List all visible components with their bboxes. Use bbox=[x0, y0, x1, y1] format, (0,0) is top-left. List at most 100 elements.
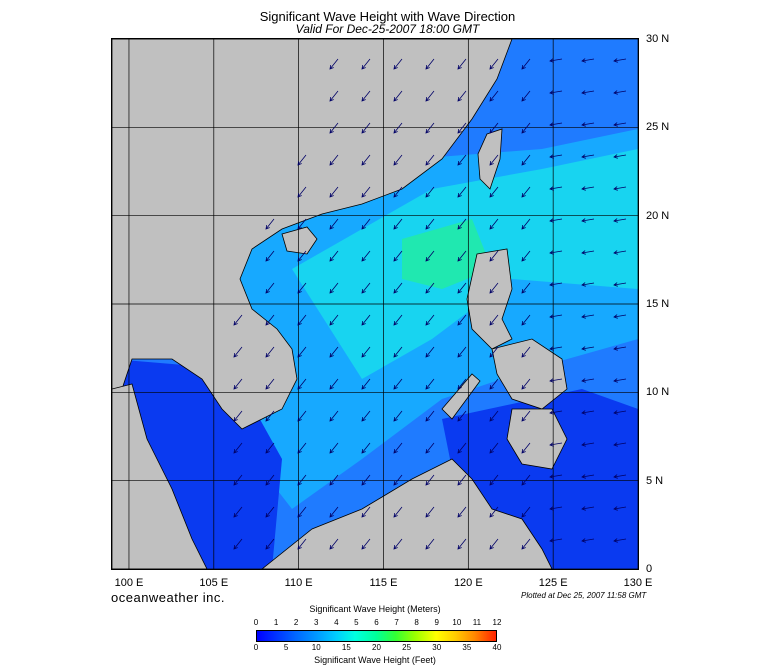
wave-direction-arrow bbox=[425, 346, 435, 358]
wave-direction-arrow bbox=[581, 410, 595, 415]
longitude-label: 120 E bbox=[453, 577, 483, 589]
wave-direction-arrow bbox=[489, 474, 499, 486]
wave-direction-arrow bbox=[361, 218, 371, 230]
wave-direction-arrow bbox=[549, 90, 563, 95]
legend-meters-tick: 3 bbox=[314, 618, 319, 627]
wave-direction-arrow bbox=[581, 58, 595, 63]
wave-direction-arrow bbox=[613, 186, 627, 191]
wave-direction-arrows bbox=[233, 58, 627, 550]
legend-feet-tick: 10 bbox=[311, 643, 321, 652]
latitude-label: 25 N bbox=[646, 121, 670, 134]
wave-direction-arrow bbox=[581, 474, 595, 479]
wave-direction-arrow bbox=[297, 378, 307, 390]
longitude-label: 115 E bbox=[369, 577, 398, 589]
wave-direction-arrow bbox=[489, 122, 499, 134]
wave-zone-peak bbox=[402, 219, 492, 289]
longitude-label: 100 E bbox=[114, 577, 144, 589]
wave-direction-arrow bbox=[549, 154, 563, 159]
wave-direction-arrow bbox=[549, 122, 563, 127]
wave-direction-arrow bbox=[425, 442, 435, 454]
wave-direction-arrow bbox=[521, 90, 531, 102]
wave-direction-arrow bbox=[393, 218, 403, 230]
legend-meters-tick: 4 bbox=[334, 618, 339, 627]
wave-direction-arrow bbox=[489, 250, 499, 262]
wave-direction-arrow bbox=[581, 282, 595, 287]
wave-direction-arrow bbox=[489, 314, 499, 326]
wave-direction-arrow bbox=[489, 186, 499, 198]
wave-direction-arrow bbox=[329, 186, 339, 198]
wave-direction-arrow bbox=[393, 538, 403, 550]
wave-direction-arrow bbox=[393, 378, 403, 390]
wave-height-map bbox=[111, 38, 639, 570]
wave-direction-arrow bbox=[457, 474, 467, 486]
wave-direction-arrow bbox=[393, 122, 403, 134]
longitude-label: 110 E bbox=[284, 577, 313, 589]
wave-direction-arrow bbox=[297, 218, 307, 230]
wave-direction-arrow bbox=[549, 442, 563, 447]
wave-direction-arrow bbox=[581, 122, 595, 127]
wave-direction-arrow bbox=[265, 410, 275, 422]
wave-direction-arrow bbox=[521, 282, 531, 294]
wave-direction-arrow bbox=[581, 378, 595, 383]
longitude-label: 125 E bbox=[538, 577, 568, 589]
wave-direction-arrow bbox=[457, 410, 467, 422]
wave-direction-arrow bbox=[297, 346, 307, 358]
wave-direction-arrow bbox=[425, 378, 435, 390]
wave-direction-arrow bbox=[329, 58, 339, 70]
land-hainan bbox=[281, 226, 318, 255]
wave-direction-arrow bbox=[393, 314, 403, 326]
legend-meters-title: Significant Wave Height (Meters) bbox=[309, 604, 441, 614]
wave-direction-arrow bbox=[613, 442, 627, 447]
latitude-label: 5 N bbox=[646, 474, 664, 487]
wave-direction-arrow bbox=[297, 506, 307, 518]
wave-direction-arrow bbox=[457, 122, 467, 134]
wave-direction-arrow bbox=[613, 506, 627, 511]
wave-direction-arrow bbox=[393, 282, 403, 294]
wave-direction-arrow bbox=[457, 442, 467, 454]
wave-direction-arrow bbox=[457, 90, 467, 102]
wave-direction-arrow bbox=[265, 282, 275, 294]
wave-direction-arrow bbox=[297, 538, 307, 550]
wave-direction-arrow bbox=[521, 410, 531, 422]
wave-direction-arrow bbox=[297, 250, 307, 262]
wave-direction-arrow bbox=[233, 410, 243, 422]
latitude-label: 0 bbox=[646, 563, 653, 575]
wave-direction-arrow bbox=[489, 90, 499, 102]
wave-direction-arrow bbox=[265, 346, 275, 358]
wave-direction-arrow bbox=[265, 314, 275, 326]
wave-direction-arrow bbox=[297, 410, 307, 422]
wave-direction-arrow bbox=[393, 154, 403, 166]
wave-direction-arrow bbox=[361, 186, 371, 198]
wave-direction-arrow bbox=[361, 90, 371, 102]
wave-direction-arrow bbox=[549, 282, 563, 287]
wave-direction-arrow bbox=[425, 218, 435, 230]
wave-direction-arrow bbox=[521, 346, 531, 358]
land-palawan bbox=[441, 373, 481, 420]
wave-direction-arrow bbox=[361, 538, 371, 550]
wave-direction-arrow bbox=[425, 506, 435, 518]
wave-direction-arrow bbox=[329, 506, 339, 518]
wave-direction-arrow bbox=[581, 90, 595, 95]
wave-direction-arrow bbox=[489, 410, 499, 422]
wave-direction-arrow bbox=[361, 154, 371, 166]
legend-color-bar bbox=[256, 630, 497, 642]
wave-direction-arrow bbox=[361, 346, 371, 358]
land-mindanao bbox=[506, 408, 568, 470]
wave-direction-arrow bbox=[361, 58, 371, 70]
lat-lon-grid bbox=[112, 39, 638, 569]
wave-direction-arrow bbox=[329, 378, 339, 390]
land-borneo bbox=[261, 458, 553, 569]
legend-meters-tick: 5 bbox=[354, 618, 359, 627]
wave-direction-arrow bbox=[297, 154, 307, 166]
wave-direction-arrow bbox=[425, 314, 435, 326]
wave-direction-arrow bbox=[425, 58, 435, 70]
wave-direction-arrow bbox=[361, 282, 371, 294]
wave-direction-arrow bbox=[425, 538, 435, 550]
wave-direction-arrow bbox=[549, 474, 563, 479]
wave-direction-arrow bbox=[329, 410, 339, 422]
wave-direction-arrow bbox=[549, 506, 563, 511]
wave-direction-arrow bbox=[549, 346, 563, 351]
legend-feet-title: Significant Wave Height (Feet) bbox=[314, 655, 436, 665]
map-title: Significant Wave Height with Wave Direct… bbox=[259, 9, 516, 24]
wave-direction-arrow bbox=[613, 250, 627, 255]
